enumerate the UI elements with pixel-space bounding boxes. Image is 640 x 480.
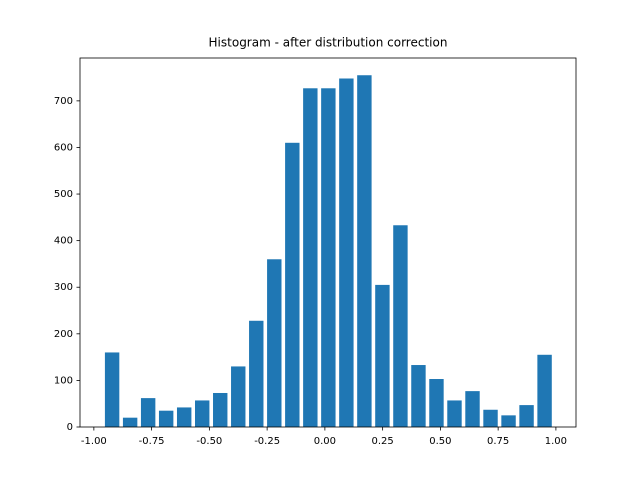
x-tick-label: -0.25 <box>254 436 280 447</box>
bar <box>375 284 390 427</box>
bar <box>357 75 372 427</box>
x-tick-label: 0.50 <box>429 436 451 447</box>
y-tick-label: 600 <box>54 142 73 153</box>
bar <box>537 354 552 427</box>
bar <box>429 379 444 427</box>
bar <box>411 365 426 427</box>
x-tick-label: -0.50 <box>196 436 222 447</box>
bar <box>158 410 174 427</box>
bar <box>519 405 534 427</box>
bar <box>303 88 318 427</box>
x-tick-label: -0.75 <box>139 436 165 447</box>
bar <box>483 409 498 427</box>
bar <box>447 400 462 427</box>
bar <box>501 415 516 427</box>
bar <box>339 78 354 427</box>
y-tick-label: 0 <box>67 422 73 433</box>
bar <box>321 88 336 427</box>
bar <box>195 400 210 427</box>
x-tick-label: -1.00 <box>81 436 107 447</box>
bar <box>285 142 300 427</box>
bar <box>176 407 192 427</box>
x-tick-label: 0.00 <box>314 436 336 447</box>
bar <box>122 417 138 427</box>
bar <box>249 320 264 427</box>
y-tick-label: 700 <box>54 96 73 107</box>
bar <box>213 392 228 427</box>
bar <box>231 366 246 427</box>
y-tick-label: 200 <box>54 329 73 340</box>
bar <box>267 259 282 427</box>
y-tick-label: 100 <box>54 375 73 386</box>
y-tick-label: 500 <box>54 189 73 200</box>
y-tick-label: 300 <box>54 282 73 293</box>
bar <box>465 391 480 427</box>
axes-frame <box>79 57 577 428</box>
x-tick-label: 0.75 <box>487 436 509 447</box>
x-tick-label: 0.25 <box>372 436 394 447</box>
bar <box>104 352 120 427</box>
chart-title: Histogram - after distribution correctio… <box>209 36 448 50</box>
bar <box>393 225 408 427</box>
x-tick-label: 1.00 <box>545 436 567 447</box>
bar <box>140 398 156 427</box>
y-tick-label: 400 <box>54 236 73 247</box>
